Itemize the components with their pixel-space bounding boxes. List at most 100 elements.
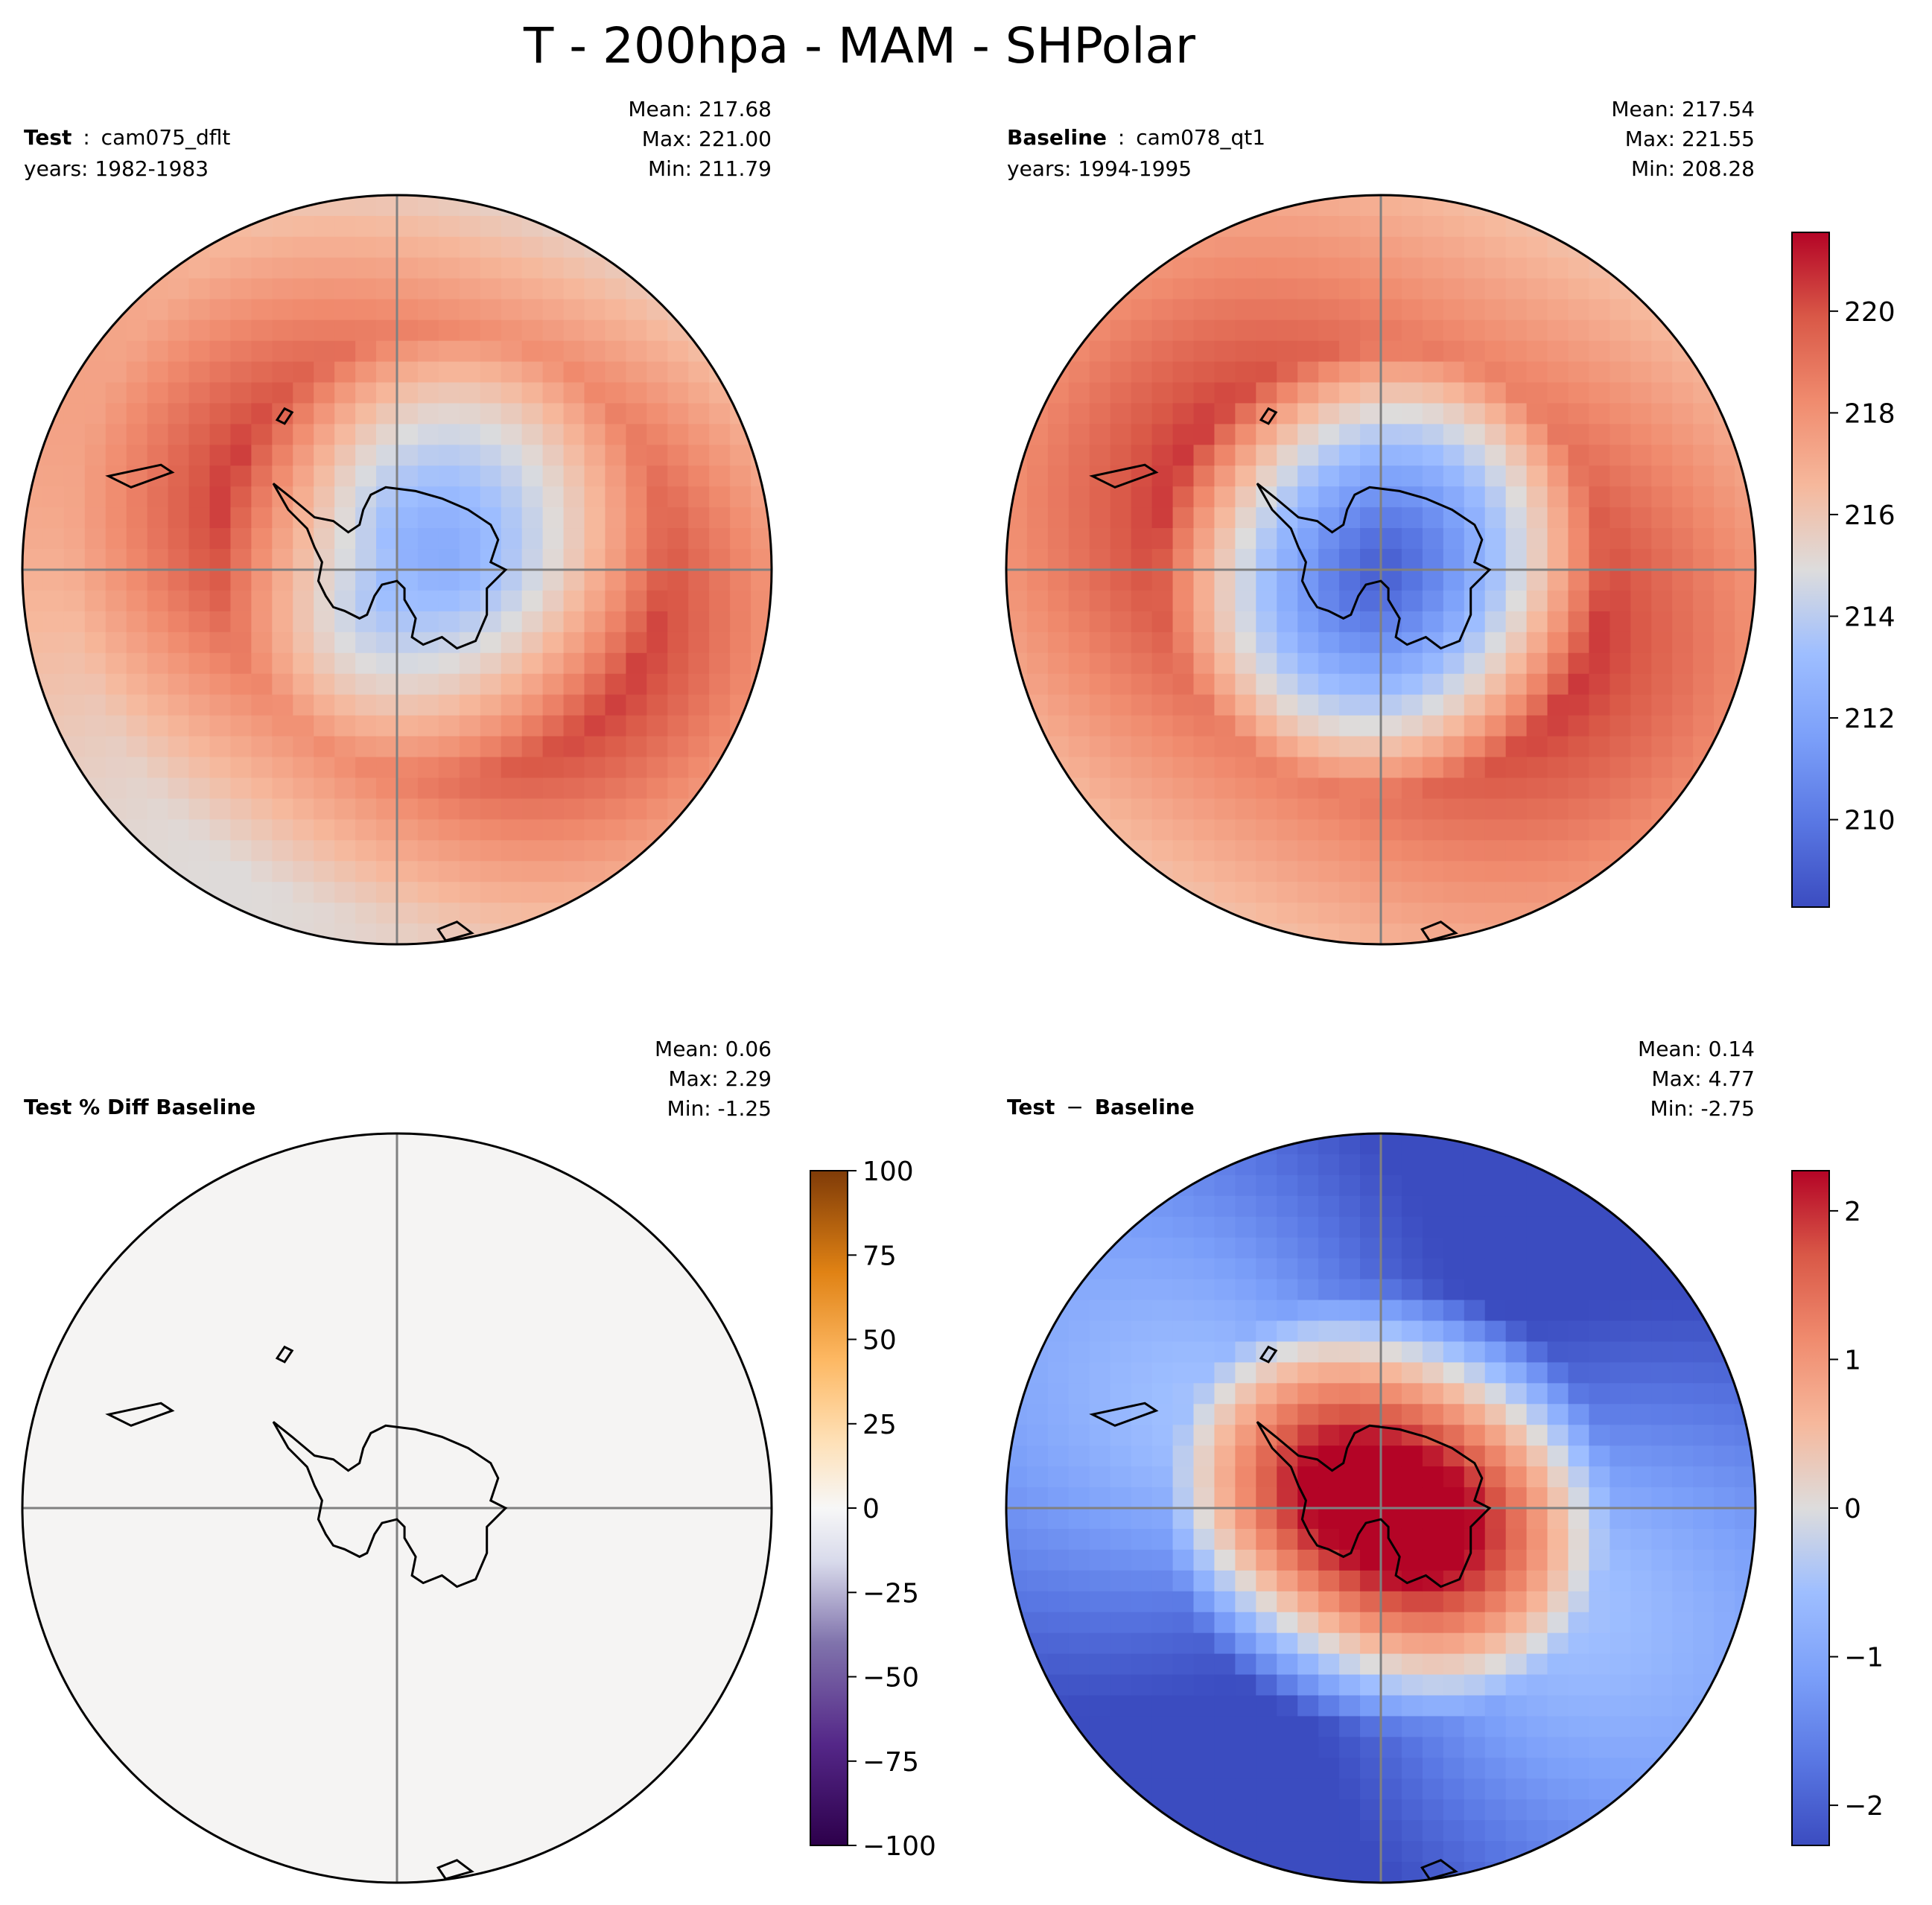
heatmap-cell [438,549,460,570]
heatmap-cell [1672,486,1694,508]
heatmap-cell [1151,798,1174,820]
heatmap-cell [1401,1758,1423,1779]
heatmap-cell [314,361,335,384]
heatmap-cell [1547,299,1569,321]
heatmap-cell [209,215,232,238]
heatmap-cell [1547,673,1569,696]
heatmap-cell [1422,236,1444,258]
heatmap-cell [1256,819,1277,841]
heatmap-cell [1151,549,1174,570]
heatmap-cell [1068,1570,1090,1592]
heatmap-cell [1318,736,1340,758]
heatmap-cell [584,278,606,300]
heatmap-cell [334,736,356,758]
heatmap-cell [480,424,502,445]
heatmap-cell [188,319,211,342]
heatmap-cell [397,694,419,716]
heatmap-cell [168,819,190,841]
heatmap-cell [126,507,148,529]
heatmap-cell [438,278,460,300]
heatmap-cell [1568,903,1590,924]
heatmap-cell [1172,257,1195,279]
heatmap-cell [376,507,398,529]
heatmap-cell [1610,1383,1631,1405]
figure-title: T - 200hpa - MAM - SHPolar [523,17,1196,74]
heatmap-cell [438,403,460,424]
heatmap-cell [1484,652,1507,675]
heatmap-cell [1464,257,1486,279]
heatmap-cell [1484,340,1507,363]
heatmap-cell [1589,840,1610,862]
heatmap-cell [1464,694,1486,716]
heatmap-cell [1610,549,1631,570]
heatmap-cell [1131,1591,1153,1613]
heatmap-cell [563,819,585,841]
heatmap-cell [1672,694,1694,716]
colorbar-tick-label: −100 [862,1831,936,1862]
heatmap-cell [1693,507,1715,529]
heatmap-cell [542,236,565,258]
heatmap-cell [730,736,751,758]
heatmap-cell [1547,1154,1569,1176]
heatmap-cell [459,736,481,758]
heatmap-cell [1131,1237,1153,1259]
heatmap-cell [1172,319,1195,342]
heatmap-cell [563,424,585,445]
heatmap-cell [521,570,544,591]
heatmap-cell [1422,403,1444,424]
heatmap-cell [1526,1446,1548,1467]
heatmap-cell [1339,819,1361,841]
heatmap-cell [397,923,419,944]
heatmap-cell [751,486,772,508]
heatmap-cell [355,382,377,404]
heatmap-cell [147,465,169,487]
heatmap-cell [480,632,502,654]
heatmap-cell [1193,798,1216,820]
heatmap-cell [501,882,523,903]
heatmap-cell [501,403,523,424]
heatmap-cell [1693,528,1715,550]
heatmap-cell [1672,1362,1694,1384]
heatmap-cell [459,278,481,300]
heatmap-cell [542,923,565,944]
heatmap-cell [168,549,190,570]
heatmap-cell [1589,465,1610,487]
heatmap-cell [1360,694,1382,716]
heatmap-cell [22,570,44,591]
heatmap-cell [709,424,731,445]
heatmap-cell [1714,1591,1735,1613]
heatmap-cell [1151,1425,1174,1446]
heatmap-cell [1151,1778,1174,1800]
heatmap-cell [376,694,398,716]
heatmap-cell [667,694,689,716]
heatmap-cell [459,757,481,779]
heatmap-cell [1714,361,1735,384]
heatmap-cell [314,257,335,279]
heatmap-cell [168,798,190,820]
heatmap-cell [1568,528,1590,550]
heatmap-cell [1172,403,1195,424]
heatmap-cell [1381,1758,1402,1779]
heatmap-cell [438,694,460,716]
heatmap-cell [1651,1674,1673,1696]
heatmap-cell [1589,1820,1610,1842]
heatmap-cell [1630,1404,1652,1425]
island-coastline [1420,1859,1458,1880]
heatmap-cell [376,632,398,654]
heatmap-cell [1464,1778,1486,1800]
heatmap-cell [1401,1695,1423,1717]
heatmap-cell [1089,1383,1111,1405]
heatmap-cell [1026,1695,1049,1717]
heatmap-cell [1026,570,1049,591]
heatmap-cell [1089,736,1111,758]
heatmap-cell [1547,1362,1569,1384]
heatmap-cell [1172,1612,1195,1634]
heatmap-cell [1339,1133,1361,1155]
heatmap-cell [105,715,127,737]
heatmap-cell [459,215,481,238]
heatmap-cell [1693,424,1715,445]
colorbar-tick-label: 214 [1844,602,1896,633]
heatmap-cell [1339,1778,1361,1800]
heatmap-cell [1297,1425,1319,1446]
heatmap-cell [1381,403,1402,424]
